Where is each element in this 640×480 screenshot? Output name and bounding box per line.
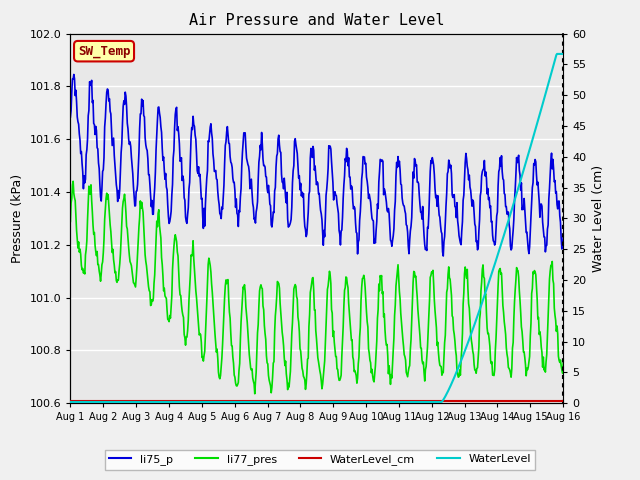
Y-axis label: Water Level (cm): Water Level (cm) [592, 165, 605, 272]
Bar [70, 298, 563, 403]
Bar [70, 34, 563, 192]
Title: Air Pressure and Water Level: Air Pressure and Water Level [189, 13, 445, 28]
Y-axis label: Pressure (kPa): Pressure (kPa) [11, 174, 24, 263]
Text: SW_Temp: SW_Temp [78, 45, 131, 58]
Legend: li75_p, li77_pres, WaterLevel_cm, WaterLevel: li75_p, li77_pres, WaterLevel_cm, WaterL… [104, 450, 536, 469]
